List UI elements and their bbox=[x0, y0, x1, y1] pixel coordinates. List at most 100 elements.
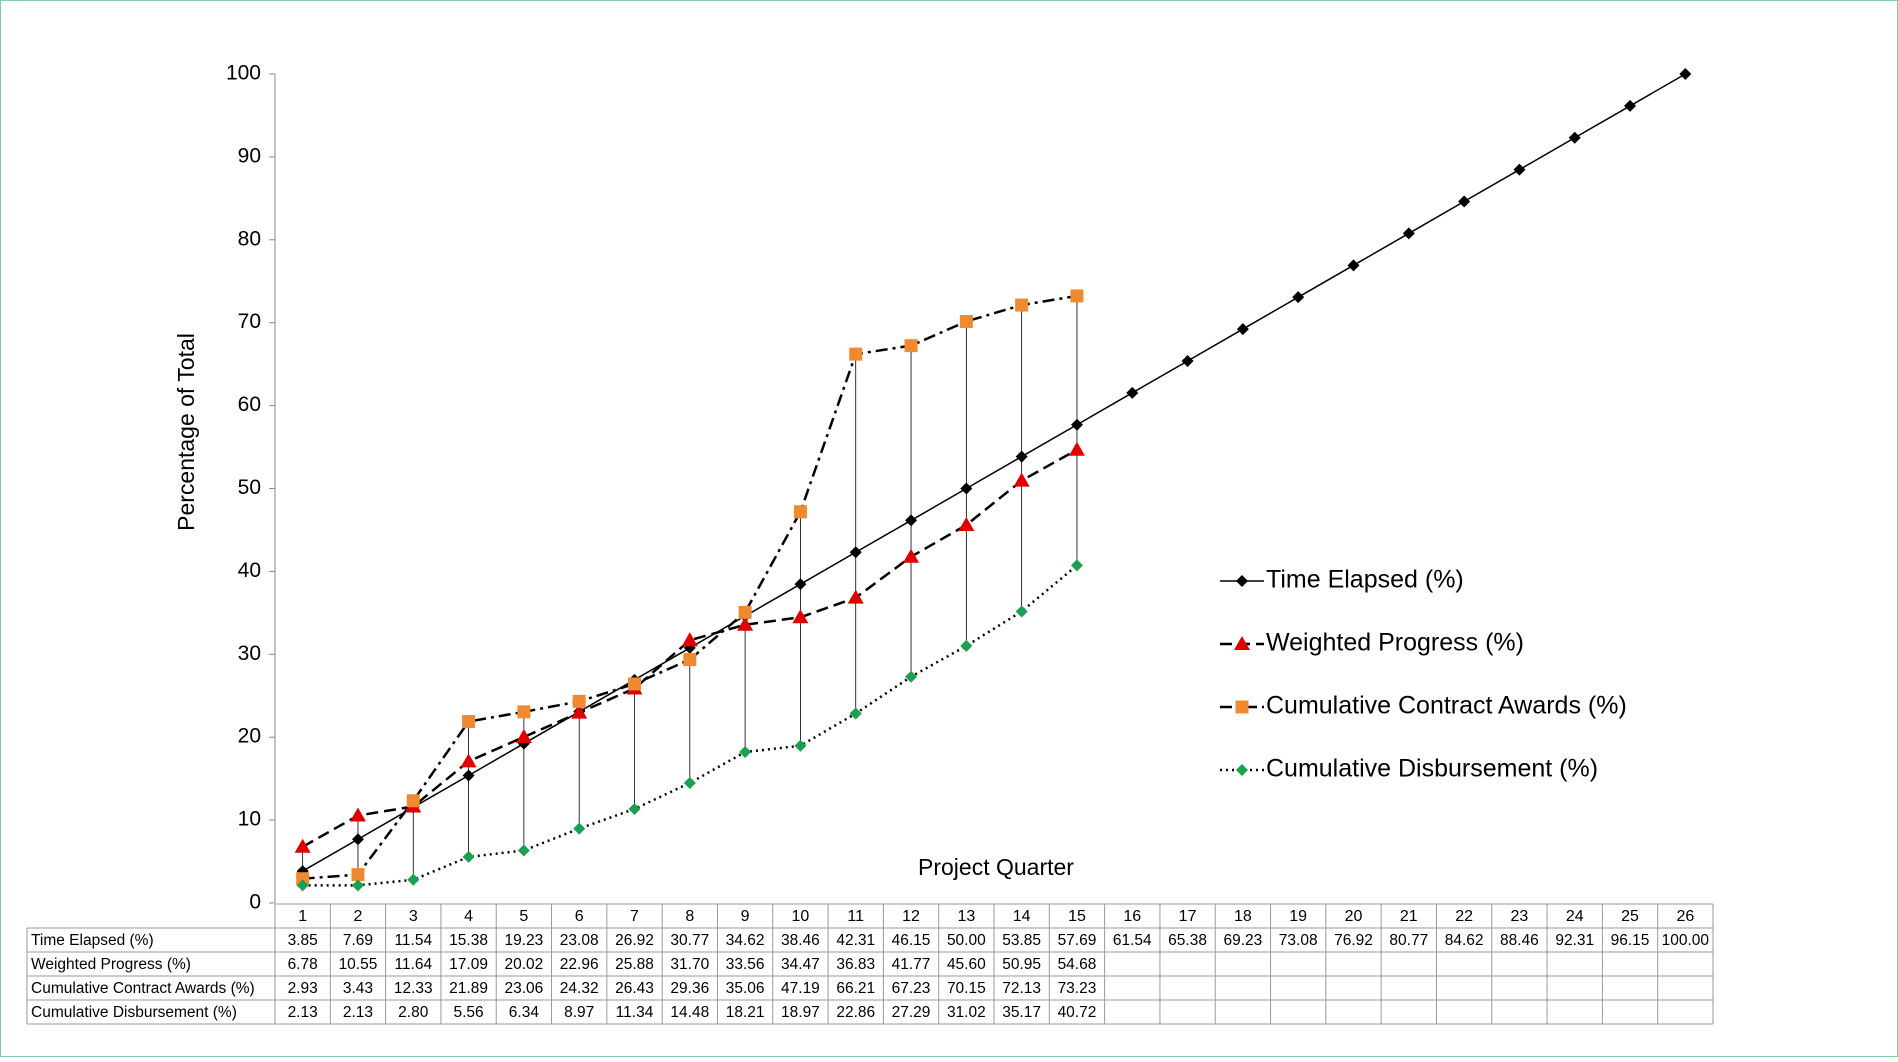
table-cell: 17.09 bbox=[449, 956, 488, 973]
marker bbox=[793, 505, 807, 519]
marker bbox=[683, 653, 697, 667]
x-tick-label: 15 bbox=[1068, 908, 1086, 925]
table-cell: 33.56 bbox=[726, 956, 765, 973]
table-cell: 10.55 bbox=[339, 956, 378, 973]
table-cell: 22.86 bbox=[836, 1004, 875, 1021]
marker bbox=[1568, 131, 1581, 144]
marker bbox=[683, 776, 696, 789]
x-tick-label: 21 bbox=[1400, 908, 1418, 925]
marker bbox=[1234, 636, 1250, 650]
marker bbox=[294, 838, 311, 853]
table-cell: 5.56 bbox=[453, 1004, 483, 1021]
marker bbox=[905, 514, 918, 527]
marker bbox=[849, 707, 862, 720]
y-tick-label: 100 bbox=[226, 62, 261, 85]
table-cell: 73.23 bbox=[1058, 980, 1097, 997]
series-line bbox=[302, 564, 1078, 887]
table-cell: 34.47 bbox=[781, 956, 820, 973]
marker bbox=[1015, 605, 1028, 618]
marker bbox=[1070, 418, 1083, 431]
x-tick-label: 3 bbox=[409, 908, 418, 925]
marker bbox=[903, 548, 920, 563]
table-cell: 27.29 bbox=[892, 1004, 931, 1021]
marker bbox=[1126, 386, 1139, 399]
table-cell: 18.97 bbox=[781, 1004, 820, 1021]
table-cell: 50.00 bbox=[947, 932, 986, 949]
marker bbox=[905, 670, 918, 683]
table-cell: 18.21 bbox=[726, 1004, 765, 1021]
marker bbox=[794, 739, 807, 752]
table-cell: 100.00 bbox=[1662, 932, 1710, 949]
marker bbox=[960, 482, 973, 495]
marker bbox=[737, 616, 754, 631]
table-cell: 67.23 bbox=[892, 980, 931, 997]
table-cell: 38.46 bbox=[781, 932, 820, 949]
table-cell: 11.34 bbox=[616, 1004, 654, 1021]
marker bbox=[904, 339, 918, 353]
table-cell: 14.48 bbox=[670, 1004, 709, 1021]
y-tick-label: 60 bbox=[238, 393, 261, 416]
x-tick-label: 11 bbox=[847, 908, 864, 925]
table-cell: 61.54 bbox=[1113, 932, 1152, 949]
marker bbox=[958, 516, 975, 531]
y-axis-title: Percentage of Total bbox=[173, 333, 199, 531]
table-cell: 26.92 bbox=[615, 932, 654, 949]
x-tick-label: 17 bbox=[1179, 908, 1197, 925]
marker bbox=[407, 873, 420, 886]
legend-label: Cumulative Disbursement (%) bbox=[1266, 755, 1598, 783]
y-tick-label: 40 bbox=[238, 559, 261, 582]
table-cell: 57.69 bbox=[1058, 932, 1097, 949]
table-cell: 88.46 bbox=[1500, 932, 1539, 949]
marker bbox=[462, 769, 475, 782]
marker bbox=[1070, 559, 1083, 572]
marker bbox=[1015, 450, 1028, 463]
table-cell: 35.06 bbox=[726, 980, 765, 997]
marker bbox=[296, 879, 309, 892]
marker bbox=[296, 872, 310, 886]
marker bbox=[1679, 68, 1692, 80]
marker bbox=[460, 753, 477, 768]
table-cell: 11.54 bbox=[394, 932, 432, 949]
table-cell: 31.70 bbox=[670, 956, 709, 973]
table-cell: 80.77 bbox=[1389, 932, 1428, 949]
marker bbox=[517, 844, 530, 857]
y-tick-label: 80 bbox=[238, 227, 261, 250]
table-row-label: Cumulative Contract Awards (%) bbox=[31, 980, 255, 997]
table-cell: 2.93 bbox=[288, 980, 318, 997]
marker bbox=[1015, 298, 1029, 312]
marker bbox=[349, 807, 366, 822]
table-cell: 46.15 bbox=[892, 932, 931, 949]
table-cell: 40.72 bbox=[1058, 1004, 1097, 1021]
y-tick-label: 30 bbox=[238, 642, 261, 665]
marker bbox=[1236, 323, 1249, 336]
table-cell: 26.43 bbox=[615, 980, 654, 997]
x-tick-label: 16 bbox=[1123, 908, 1141, 925]
x-tick-label: 4 bbox=[464, 908, 473, 925]
table-cell: 3.85 bbox=[288, 932, 318, 949]
x-tick-label: 24 bbox=[1566, 908, 1584, 925]
table-cell: 21.89 bbox=[449, 980, 488, 997]
marker bbox=[462, 715, 476, 729]
table-cell: 36.83 bbox=[836, 956, 875, 973]
table-cell: 25.88 bbox=[615, 956, 654, 973]
table-cell: 11.64 bbox=[394, 956, 432, 973]
marker bbox=[351, 868, 365, 882]
x-tick-label: 6 bbox=[575, 908, 584, 925]
x-tick-label: 1 bbox=[298, 908, 307, 925]
marker bbox=[960, 639, 973, 652]
x-tick-label: 19 bbox=[1289, 908, 1307, 925]
y-tick-label: 10 bbox=[238, 808, 261, 831]
table-cell: 42.31 bbox=[836, 932, 875, 949]
table-row-label: Weighted Progress (%) bbox=[31, 956, 191, 973]
table-cell: 35.17 bbox=[1002, 1004, 1041, 1021]
x-tick-label: 7 bbox=[630, 908, 639, 925]
marker bbox=[1236, 575, 1248, 587]
series-line bbox=[302, 73, 1686, 872]
table-cell: 7.69 bbox=[343, 932, 373, 949]
table-cell: 34.62 bbox=[726, 932, 765, 949]
x-tick-label: 12 bbox=[902, 908, 920, 925]
marker bbox=[794, 578, 807, 591]
table-cell: 6.34 bbox=[509, 1004, 540, 1021]
